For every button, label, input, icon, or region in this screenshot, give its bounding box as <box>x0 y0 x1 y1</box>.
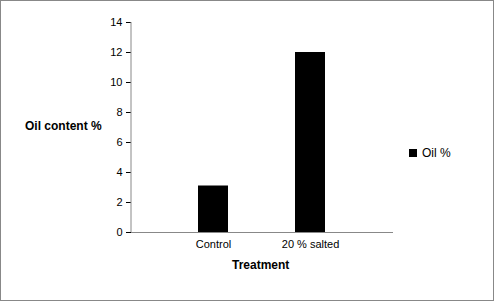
html-text:Oil %: Oil % <box>422 146 451 160</box>
html-text:Oil content %: Oil content % <box>25 119 102 133</box>
svg-text:Control: Control <box>196 238 231 250</box>
svg-text:12: 12 <box>110 46 122 58</box>
svg-text:0: 0 <box>116 226 122 238</box>
svg-text:10: 10 <box>110 76 122 88</box>
svg-text:4: 4 <box>116 166 122 178</box>
svg-text:14: 14 <box>110 16 122 28</box>
html-text:Treatment: Treatment <box>232 258 290 272</box>
svg-text:2: 2 <box>116 196 122 208</box>
svg-text:6: 6 <box>116 136 122 148</box>
svg-text:8: 8 <box>116 106 122 118</box>
svg-text:20 % salted: 20 % salted <box>282 238 339 250</box>
